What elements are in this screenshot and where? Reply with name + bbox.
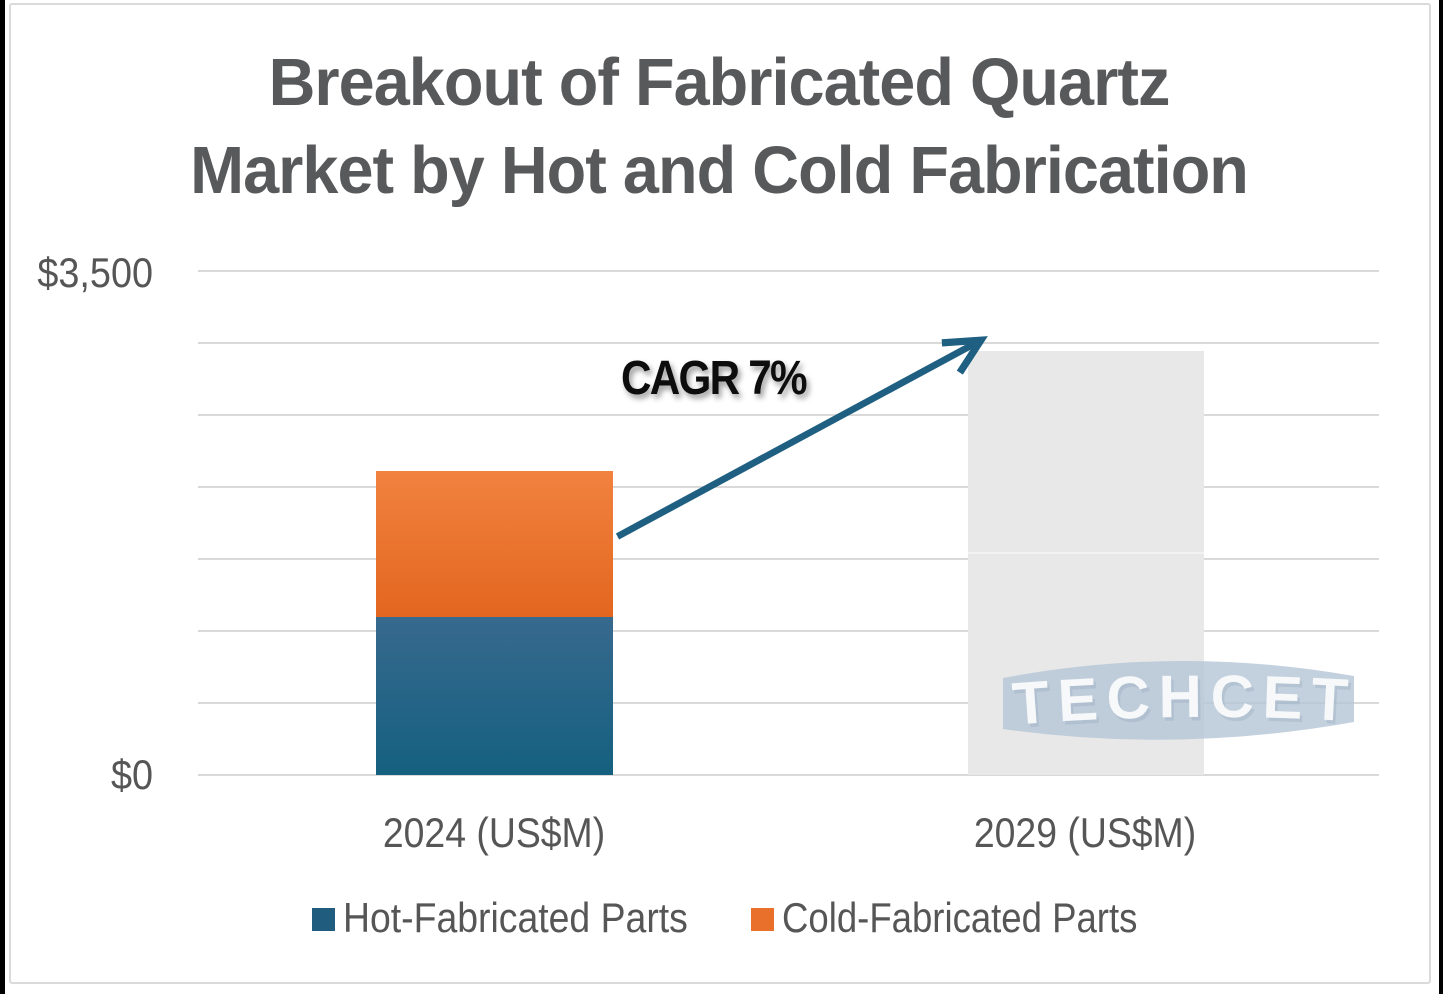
svg-text:TECHCET: TECHCET [1013,666,1361,741]
svg-text:TECHCET: TECHCET [1010,663,1358,738]
